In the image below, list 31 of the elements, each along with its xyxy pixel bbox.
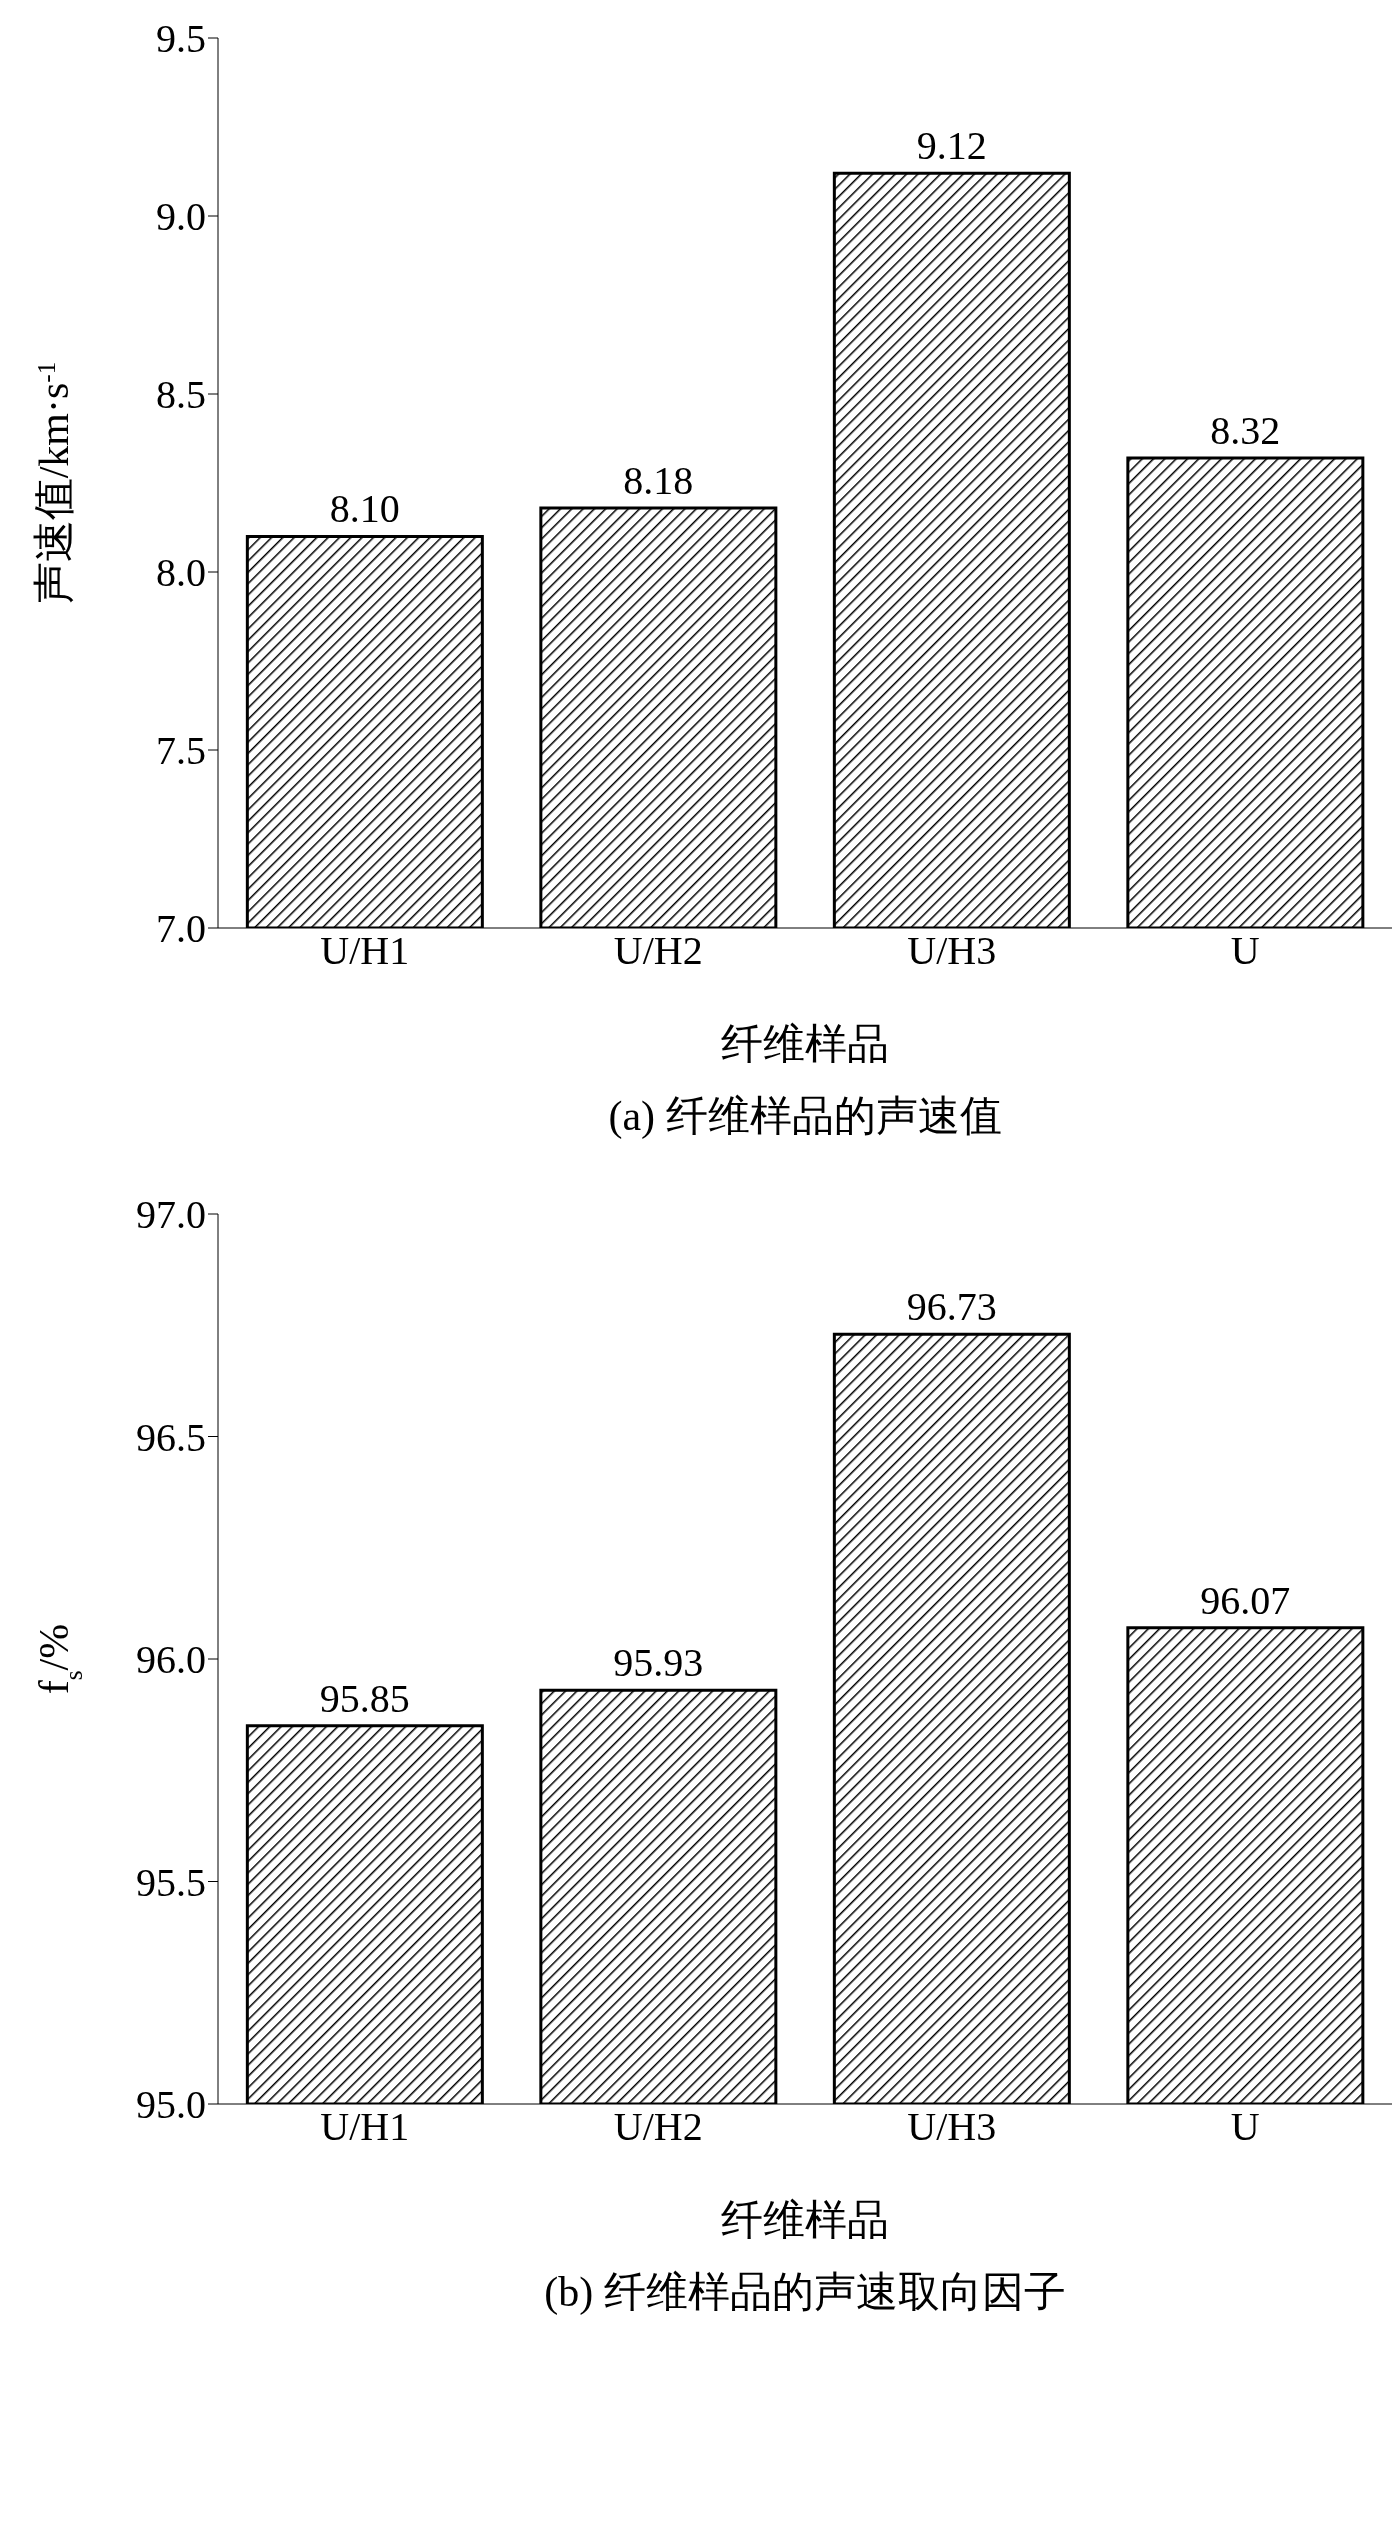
- y-tick-label: 95.5: [136, 1859, 206, 1905]
- y-tick-label: 8.0: [156, 550, 206, 596]
- x-tick-label: U/H2: [613, 2104, 703, 2150]
- y-tick-label: 7.0: [156, 906, 206, 952]
- data-label: 8.32: [1210, 408, 1281, 454]
- data-label: 8.10: [329, 486, 400, 532]
- data-label: 96.73: [906, 1284, 997, 1330]
- data-label: 95.85: [319, 1675, 410, 1721]
- x-tick-label: U/H1: [320, 2104, 410, 2150]
- x-tick-label: U: [1230, 2104, 1260, 2150]
- x-tick-label: U/H1: [320, 928, 410, 974]
- data-label: 95.93: [613, 1640, 704, 1686]
- text: (a) 纤维样品的声速值: [607, 1092, 1003, 1141]
- text: (b) 纤维样品的声速取向因子: [543, 2268, 1067, 2317]
- data-label: 8.18: [623, 457, 694, 503]
- x-tick-label: U/H2: [613, 928, 703, 974]
- y-tick-label: 8.5: [156, 372, 206, 418]
- x-tick-label: U: [1230, 928, 1260, 974]
- x-axis-title: 纤维样品: [721, 2197, 889, 2243]
- x-tick-label: U/H3: [907, 928, 997, 974]
- y-tick-label: 96.0: [136, 1637, 206, 1683]
- data-label: 96.07: [1200, 1577, 1291, 1623]
- x-axis-title: 纤维样品: [721, 1021, 889, 1067]
- y-tick-label: 97.0: [136, 1192, 206, 1238]
- y-tick-label: 96.5: [136, 1414, 206, 1460]
- y-tick-label: 7.5: [156, 728, 206, 774]
- x-tick-label: U/H3: [907, 2104, 997, 2150]
- y-tick-label: 9.5: [156, 16, 206, 62]
- y-tick-label: 95.0: [136, 2082, 206, 2128]
- data-label: 9.12: [916, 123, 987, 169]
- y-tick-label: 9.0: [156, 194, 206, 240]
